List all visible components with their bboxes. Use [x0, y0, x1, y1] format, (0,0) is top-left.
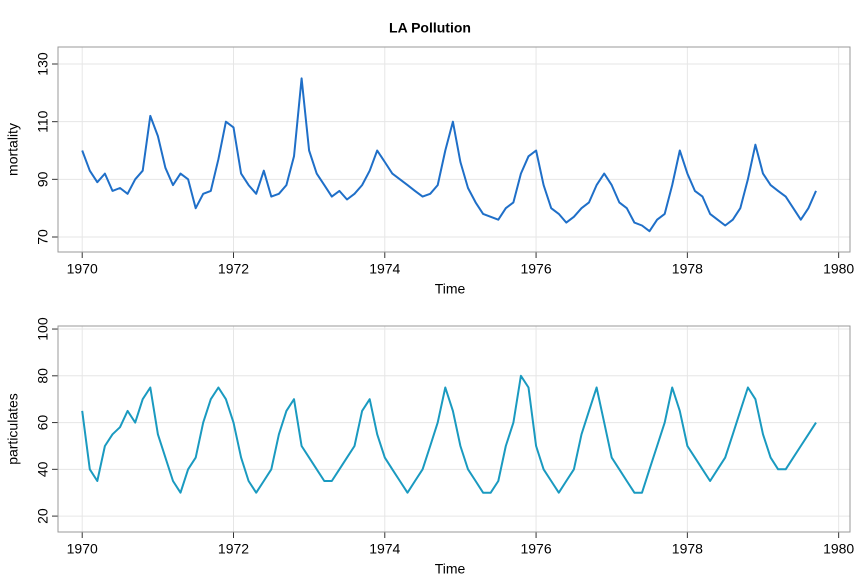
- x-tick-label: 1978: [672, 541, 703, 557]
- x-axis-label: Time: [435, 561, 466, 576]
- y-tick-label: 60: [35, 415, 51, 431]
- y-tick-label: 20: [35, 508, 51, 524]
- x-tick-label: 1980: [823, 261, 854, 277]
- y-tick-label: 70: [35, 229, 51, 245]
- y-tick-label: 110: [35, 110, 51, 133]
- y-axis-label: mortality: [5, 123, 21, 176]
- y-axis-label: particulates: [5, 393, 21, 465]
- x-tick-label: 1970: [67, 261, 98, 277]
- x-tick-label: 1976: [520, 261, 551, 277]
- x-tick-label: 1974: [369, 541, 400, 557]
- x-tick-label: 1980: [823, 541, 854, 557]
- y-tick-label: 100: [35, 317, 51, 341]
- x-tick-label: 1972: [218, 541, 249, 557]
- y-tick-label: 80: [35, 368, 51, 384]
- y-tick-label: 40: [35, 461, 51, 477]
- x-tick-label: 1970: [67, 541, 98, 557]
- x-tick-label: 1978: [672, 261, 703, 277]
- x-tick-label: 1972: [218, 261, 249, 277]
- x-tick-label: 1974: [369, 261, 400, 277]
- plot-frame: [57, 46, 851, 253]
- chart-title: LA Pollution: [389, 20, 471, 36]
- y-tick-label: 130: [35, 52, 51, 76]
- plot-frame: [57, 325, 851, 533]
- x-tick-label: 1976: [520, 541, 551, 557]
- data-line: [81, 77, 817, 233]
- x-axis-label: Time: [435, 281, 466, 297]
- y-tick-label: 90: [35, 171, 51, 187]
- data-line: [81, 374, 817, 494]
